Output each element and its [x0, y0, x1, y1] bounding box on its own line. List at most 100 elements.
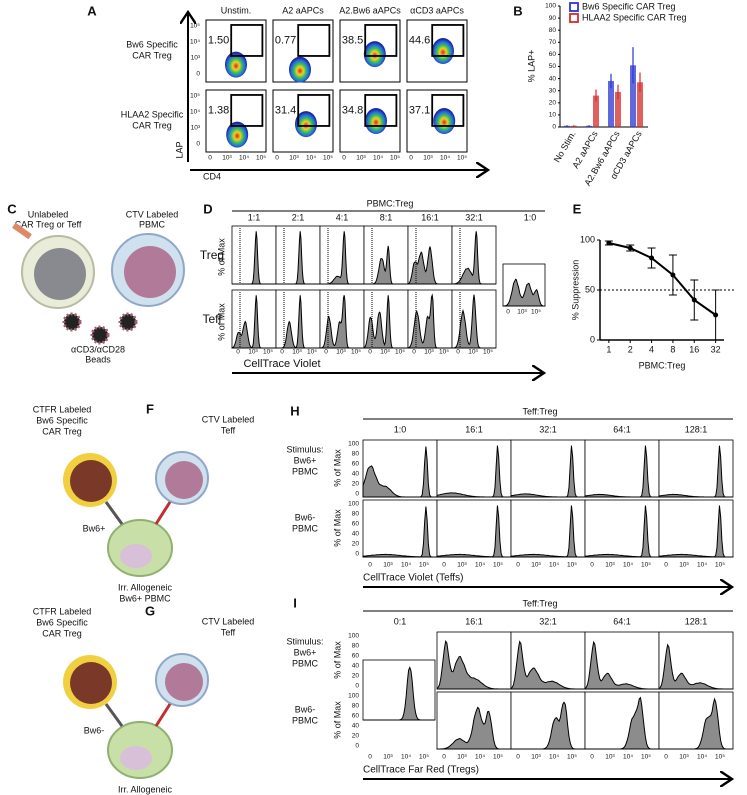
- gate-value: 44.6: [409, 34, 430, 46]
- row-label: Stimulus:: [286, 636, 323, 646]
- gate-value: 38.5: [342, 34, 363, 46]
- row-label: CAR Treg: [132, 120, 172, 130]
- gate-value: 37.1: [409, 104, 430, 116]
- column-header: 64:1: [613, 616, 631, 626]
- apc-nucleus: [120, 746, 152, 770]
- column-header: 16:1: [465, 424, 483, 434]
- bead: [64, 314, 80, 330]
- y-tick-label: 10⁵: [190, 23, 200, 30]
- cell-label: CAR Treg or Teff: [15, 219, 82, 229]
- y-tick-label: 80: [549, 27, 557, 34]
- density-blob: [289, 57, 311, 83]
- y-tick-label: 0: [355, 551, 359, 558]
- bead: [120, 314, 136, 330]
- row-label: PBMC: [292, 523, 319, 533]
- y-tick-label: 40: [352, 663, 360, 670]
- column-header: 1:1: [248, 212, 261, 222]
- column-header: 16:1: [465, 616, 483, 626]
- column-header: αCD3 aAPCs: [410, 5, 464, 15]
- x-tick-label: 10⁴: [697, 562, 707, 569]
- cell-label: PBMC: [139, 219, 166, 229]
- panel-label: E: [573, 201, 582, 216]
- x-tick-label: 0: [236, 349, 240, 356]
- row-label: Bw6+: [294, 647, 317, 657]
- x-tick-label: 10³: [222, 155, 232, 162]
- x-tick-label: 10⁴: [306, 155, 316, 162]
- y-tick-label: 20: [352, 733, 360, 740]
- x-tick-label: 10⁵: [715, 562, 725, 569]
- x-tick-label: 10³: [605, 562, 615, 569]
- column-header: 16:1: [421, 212, 439, 222]
- gate-value: 0.77: [275, 34, 296, 46]
- x-tick-label: 0: [342, 155, 346, 162]
- x-tick-label: 2: [628, 344, 633, 354]
- x-tick-label: 10³: [383, 562, 393, 569]
- x-tick-label: 0: [516, 562, 520, 569]
- gate-value: 1.38: [208, 104, 229, 116]
- y-tick-label: 60: [549, 51, 557, 58]
- y-tick-label: 0: [196, 141, 200, 148]
- receptor: [106, 704, 122, 726]
- y-tick-label: 0: [590, 334, 595, 344]
- x-tick-label: 0: [275, 155, 279, 162]
- x-tick-label: 10³: [383, 754, 393, 761]
- y-tick-label: 10⁴: [190, 39, 200, 46]
- x-tick-label: 10³: [605, 754, 615, 761]
- legend-label: Bw6 Specific CAR Treg: [582, 1, 676, 11]
- row-label: Stimulus:: [286, 444, 323, 454]
- y-tick-label: 10³: [191, 55, 201, 62]
- x-tick-label: 8: [670, 344, 675, 354]
- column-header: 128:1: [685, 616, 708, 626]
- y-tick-label: 50: [585, 284, 595, 294]
- y-tick-label: 20: [352, 541, 360, 548]
- x-tick-label: 0: [506, 309, 510, 316]
- x-tick-label: 0: [412, 349, 416, 356]
- x-tick-label: 10⁴: [623, 754, 633, 761]
- panel-label: D: [203, 201, 212, 216]
- y-tick-label: 10⁴: [190, 109, 200, 116]
- panel-label: B: [513, 3, 522, 18]
- density-blob: [365, 108, 387, 134]
- panel-label: G: [145, 603, 155, 618]
- y-tick-label: 100: [348, 501, 359, 508]
- x-tick-label: 10⁵: [419, 754, 429, 761]
- panel-title: Teff:Treg: [522, 598, 557, 608]
- x-tick-label: 10⁵: [641, 754, 651, 761]
- x-tick-label: 10³: [517, 309, 527, 316]
- bead-label: αCD3/αCD28: [71, 344, 125, 354]
- column-header: A2 aAPCs: [282, 5, 324, 15]
- column-header: 32:1: [539, 616, 557, 626]
- y-tick-label: 100: [348, 633, 359, 640]
- cell-label: Irr. Allogeneic: [118, 784, 173, 794]
- y-axis-label: % of Max: [332, 509, 342, 547]
- x-tick-label: 10³: [531, 754, 541, 761]
- cell-label: CTFR Labeled: [33, 606, 92, 616]
- point: [670, 273, 675, 278]
- x-tick-label: 10³: [248, 349, 258, 356]
- x-tick-label: 10⁴: [373, 155, 383, 162]
- density-blob: [364, 41, 386, 67]
- line: [609, 243, 716, 315]
- y-axis-label: % of Max: [332, 641, 342, 679]
- x-tick-label: 10⁴: [549, 562, 559, 569]
- column-header: A2.Bw6 aAPCs: [339, 5, 401, 15]
- cell-label: CTFR Labeled: [33, 404, 92, 414]
- gate-value: 1.50: [208, 34, 229, 46]
- x-tick-label: 10³: [531, 562, 541, 569]
- row-label: PBMC: [292, 658, 319, 668]
- x-tick-label: 10³: [380, 349, 390, 356]
- column-header: 128:1: [685, 424, 708, 434]
- x-tick-label: 10³: [423, 155, 433, 162]
- cell-label: Unlabeled: [28, 209, 69, 219]
- x-tick-label: 0: [368, 562, 372, 569]
- y-tick-label: 0: [355, 743, 359, 750]
- x-tick-label: 0: [590, 562, 594, 569]
- histogram-frame: [363, 660, 435, 720]
- cell-label: Teff: [221, 627, 236, 637]
- cell-nucleus: [70, 662, 112, 704]
- column-header: 1:0: [394, 424, 407, 434]
- column-header: 4:1: [336, 212, 349, 222]
- y-tick-label: 30: [549, 87, 557, 94]
- histogram-frame: [659, 692, 733, 749]
- x-tick-label: 1: [606, 344, 611, 354]
